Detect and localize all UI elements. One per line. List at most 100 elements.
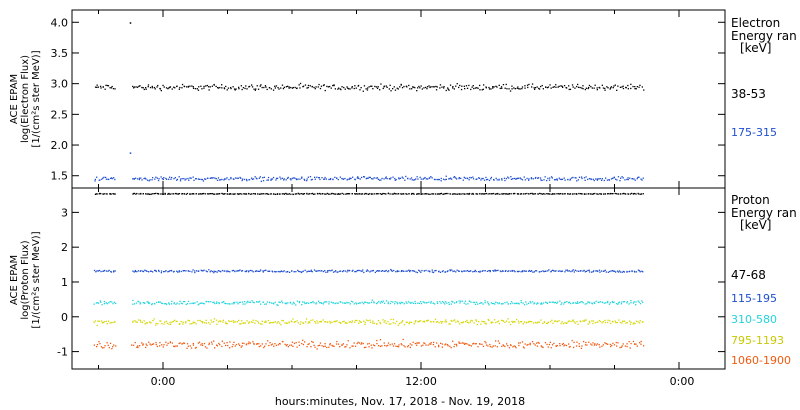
data-point bbox=[368, 342, 370, 345]
data-point bbox=[179, 180, 182, 182]
data-point bbox=[104, 345, 106, 347]
data-point bbox=[600, 193, 602, 195]
data-point bbox=[143, 302, 145, 304]
data-point bbox=[536, 322, 538, 324]
data-point bbox=[551, 344, 554, 346]
data-point bbox=[184, 300, 186, 303]
data-point bbox=[250, 269, 252, 272]
data-point bbox=[352, 345, 354, 347]
data-point bbox=[395, 179, 397, 181]
data-point bbox=[311, 193, 313, 195]
data-point bbox=[496, 86, 498, 88]
data-point bbox=[414, 321, 416, 323]
data-point bbox=[261, 86, 263, 89]
data-point bbox=[540, 303, 542, 305]
data-point bbox=[108, 346, 110, 349]
data-point bbox=[482, 303, 484, 305]
data-point bbox=[327, 270, 329, 272]
data-point bbox=[218, 342, 220, 344]
data-point bbox=[609, 192, 612, 195]
data-point bbox=[242, 87, 245, 89]
data-point bbox=[452, 340, 454, 342]
data-point bbox=[567, 270, 569, 272]
y-tick-label: 0 bbox=[61, 311, 68, 324]
data-point bbox=[503, 193, 505, 195]
data-point bbox=[151, 85, 153, 88]
data-point bbox=[155, 324, 157, 326]
data-point bbox=[114, 321, 116, 323]
data-point bbox=[418, 342, 420, 344]
data-point bbox=[417, 87, 419, 89]
data-point bbox=[287, 346, 289, 348]
data-point bbox=[595, 178, 597, 180]
data-point bbox=[517, 320, 520, 322]
data-point bbox=[340, 301, 342, 303]
data-point bbox=[263, 86, 265, 89]
data-point bbox=[358, 193, 360, 195]
data-point bbox=[178, 303, 180, 305]
data-point bbox=[462, 193, 464, 195]
data-point bbox=[201, 322, 204, 324]
data-point bbox=[105, 320, 107, 322]
data-point bbox=[577, 323, 579, 325]
data-point bbox=[551, 193, 554, 195]
data-point bbox=[431, 193, 433, 195]
data-point bbox=[113, 177, 115, 179]
data-point bbox=[469, 344, 471, 346]
data-point bbox=[498, 84, 500, 86]
data-point bbox=[280, 178, 282, 180]
data-point bbox=[170, 323, 172, 325]
data-point bbox=[551, 301, 553, 303]
data-point bbox=[613, 176, 615, 178]
data-point bbox=[510, 344, 512, 347]
data-point bbox=[211, 343, 213, 345]
data-point bbox=[281, 84, 284, 86]
data-point bbox=[514, 88, 516, 90]
data-point bbox=[171, 321, 173, 323]
data-point bbox=[426, 88, 428, 90]
data-point bbox=[377, 302, 379, 304]
data-point bbox=[497, 320, 500, 322]
data-point bbox=[415, 178, 417, 180]
data-point bbox=[438, 270, 440, 272]
data-point bbox=[601, 345, 603, 347]
data-point bbox=[447, 345, 449, 347]
data-point bbox=[505, 178, 508, 180]
data-point bbox=[421, 193, 423, 195]
data-point bbox=[630, 342, 632, 345]
data-point bbox=[173, 319, 176, 321]
data-point bbox=[363, 85, 366, 87]
data-point bbox=[149, 86, 152, 89]
data-point bbox=[245, 270, 247, 273]
data-point bbox=[346, 302, 348, 304]
data-point bbox=[272, 176, 275, 179]
data-point bbox=[422, 344, 424, 346]
data-point bbox=[521, 88, 523, 90]
data-point bbox=[455, 321, 457, 323]
data-point bbox=[431, 177, 433, 179]
data-point bbox=[319, 321, 321, 323]
data-point bbox=[163, 344, 165, 346]
data-point bbox=[548, 179, 551, 181]
data-point bbox=[110, 321, 112, 324]
data-point bbox=[152, 271, 154, 273]
data-point bbox=[185, 270, 187, 272]
data-point bbox=[262, 301, 265, 303]
data-point bbox=[511, 85, 513, 87]
data-point bbox=[132, 320, 134, 322]
data-point bbox=[241, 301, 244, 303]
data-point bbox=[629, 347, 631, 349]
data-point bbox=[277, 321, 279, 323]
data-point bbox=[99, 192, 101, 195]
data-point bbox=[400, 301, 402, 303]
data-point bbox=[339, 176, 341, 178]
data-point bbox=[163, 193, 165, 195]
data-point bbox=[236, 177, 238, 179]
data-point bbox=[140, 270, 142, 272]
data-point bbox=[475, 320, 478, 322]
data-point bbox=[579, 193, 582, 195]
data-point bbox=[97, 320, 99, 322]
data-point bbox=[433, 321, 435, 323]
data-point bbox=[276, 271, 278, 273]
data-point bbox=[479, 193, 481, 195]
